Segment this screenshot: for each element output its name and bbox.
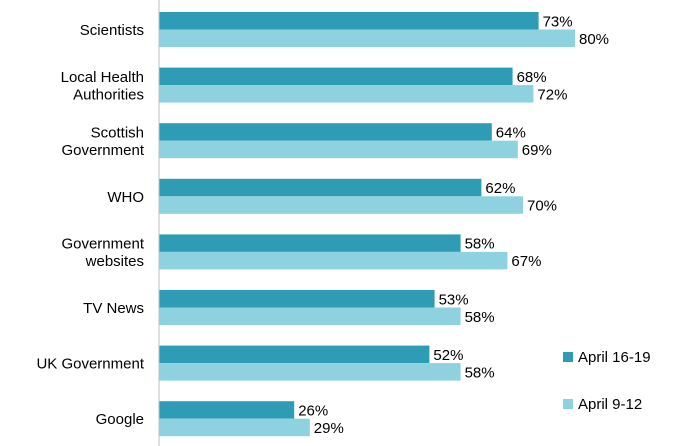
category-label-google: Google	[96, 411, 144, 428]
value-label-tv-news-april-16-19: 53%	[439, 291, 469, 308]
bar-local-health-authorities-april-9-12	[159, 85, 534, 103]
value-label-scottish-government-april-9-12: 69%	[522, 142, 552, 159]
value-label-google-april-9-12: 29%	[314, 420, 344, 437]
value-labels-group: 73%80%68%72%64%69%62%70%58%67%53%58%52%5…	[298, 13, 609, 437]
bar-who-april-9-12	[159, 196, 523, 214]
legend-swatch-april-16-19	[563, 352, 573, 362]
bar-who-april-16-19	[159, 178, 482, 197]
value-label-government-websites-april-9-12: 67%	[511, 253, 541, 270]
legend: April 16-19 April 9-12	[563, 349, 651, 413]
category-label-scientists: Scientists	[80, 22, 144, 39]
category-label-line: Google	[96, 411, 144, 428]
category-label-uk-government: UK Government	[36, 356, 144, 373]
bar-uk-government-april-16-19	[159, 345, 430, 364]
bar-government-websites-april-9-12	[159, 251, 508, 270]
bar-scientists-april-9-12	[159, 29, 575, 47]
category-label-line: Authorities	[73, 86, 144, 103]
category-label-line: Scottish	[91, 124, 144, 141]
category-label-line: Scientists	[80, 22, 144, 39]
bar-tv-news-april-16-19	[159, 290, 435, 308]
value-label-scientists-april-16-19: 73%	[543, 13, 573, 30]
category-label-line: Government	[61, 142, 144, 159]
bar-scottish-government-april-16-19	[159, 123, 492, 141]
value-label-tv-news-april-9-12: 58%	[465, 309, 495, 326]
category-label-line: Government	[61, 236, 144, 253]
value-label-scientists-april-9-12: 80%	[579, 31, 609, 48]
category-label-line: WHO	[107, 189, 144, 206]
bar-tv-news-april-9-12	[159, 307, 461, 325]
value-label-who-april-16-19: 62%	[485, 180, 515, 197]
bar-uk-government-april-9-12	[159, 363, 461, 381]
value-label-local-health-authorities-april-9-12: 72%	[537, 86, 567, 103]
bar-scientists-april-16-19	[159, 12, 539, 30]
category-label-line: TV News	[83, 300, 144, 317]
category-label-local-health-authorities: Local Health Authorities	[61, 69, 144, 104]
category-label-line: Local Health	[61, 69, 144, 86]
category-label-line: websites	[85, 253, 144, 270]
bar-local-health-authorities-april-16-19	[159, 67, 513, 86]
bar-scottish-government-april-9-12	[159, 140, 518, 159]
value-label-google-april-16-19: 26%	[298, 402, 328, 419]
category-label-line: UK Government	[36, 356, 144, 373]
bars-group	[159, 12, 575, 437]
bar-google-april-16-19	[159, 401, 295, 419]
category-label-who: WHO	[107, 189, 144, 206]
legend-label-april-9-12: April 9-12	[578, 396, 642, 413]
value-label-government-websites-april-16-19: 58%	[465, 236, 495, 253]
legend-label-april-16-19: April 16-19	[578, 349, 651, 366]
value-label-local-health-authorities-april-16-19: 68%	[517, 69, 547, 86]
legend-swatch-april-9-12	[563, 399, 573, 409]
value-label-who-april-9-12: 70%	[527, 198, 557, 215]
bar-google-april-9-12	[159, 418, 310, 437]
category-label-tv-news: TV News	[83, 300, 144, 317]
value-label-uk-government-april-9-12: 58%	[465, 364, 495, 381]
category-label-scottish-government: Scottish Government	[61, 124, 144, 159]
value-label-scottish-government-april-16-19: 64%	[496, 124, 526, 141]
category-labels-group: Scientists Local Health Authorities Scottis…	[36, 22, 144, 428]
category-label-government-websites: Government websites	[61, 236, 144, 271]
value-label-uk-government-april-16-19: 52%	[433, 347, 463, 364]
bar-government-websites-april-16-19	[159, 234, 461, 252]
